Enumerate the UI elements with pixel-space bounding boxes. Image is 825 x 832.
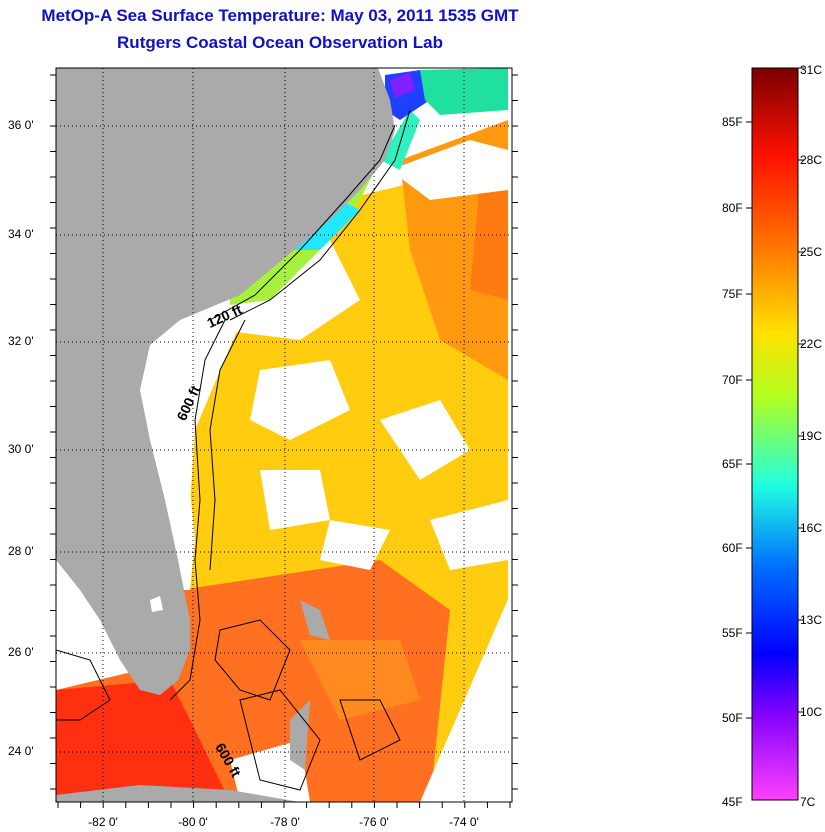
colorbar-f-label: 70F [722,373,743,387]
colorbar-c-label: 28C [800,153,823,167]
map-title: MetOp-A Sea Surface Temperature: May 03,… [41,6,519,25]
colorbar-scale [751,67,799,801]
colorbar-f-label: 80F [722,201,743,215]
sst-field [56,68,512,802]
lat-label: 24 0' [8,744,34,758]
lat-label: 32 0' [8,334,34,348]
lat-label: 28 0' [8,544,34,558]
lon-label: -74 0' [449,815,479,829]
land-mass [56,68,395,695]
colorbar-f-label: 65F [722,457,743,471]
colorbar-c-label: 25C [800,245,823,259]
colorbar-f-label: 60F [722,541,743,555]
lat-label: 34 0' [8,227,34,241]
lon-label: -76 0' [359,815,389,829]
colorbar-c-label: 22C [800,337,823,351]
colorbar-c-label: 7C [800,795,816,809]
lat-label: 30 0' [8,442,34,456]
map-subtitle: Rutgers Coastal Ocean Observation Lab [117,33,443,52]
colorbar-c-label: 16C [800,521,823,535]
lon-label: -80 0' [178,815,208,829]
colorbar-f-label: 75F [722,287,743,301]
colorbar-c-label: 19C [800,429,823,443]
axis-ticks [50,74,518,808]
lat-label: 26 0' [8,645,34,659]
lon-label: -82 0' [88,815,118,829]
colorbar-f-label: 45F [722,795,743,809]
lon-label: -78 0' [270,815,300,829]
grid-lines [56,68,512,802]
colorbar-f-label: 85F [722,115,743,129]
colorbar-f-label: 55F [722,626,743,640]
colorbar-c-label: 13C [800,613,823,627]
colorbar-f-label: 50F [722,711,743,725]
colorbar-c-label: 10C [800,705,823,719]
lat-label: 36 0' [8,118,34,132]
colorbar-c-label: 31C [800,63,823,77]
colorbar-ticks [746,67,804,719]
